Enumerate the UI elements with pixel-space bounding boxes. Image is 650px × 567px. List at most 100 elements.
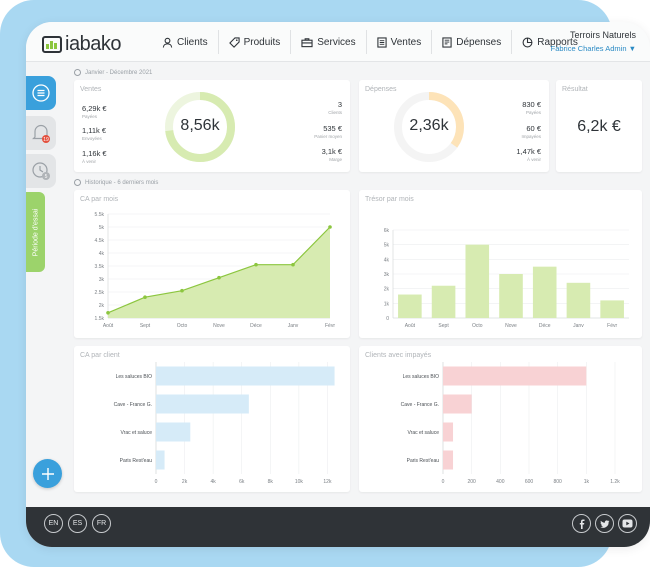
x-tick-label: 8k — [268, 479, 274, 485]
y-tick-label: 5.5k — [95, 212, 105, 218]
add-button[interactable] — [33, 459, 62, 488]
ventes-basket: 535 € Panier moyen — [314, 124, 342, 139]
org-info: Terroirs Naturels Fabrice Charles Admin … — [551, 30, 636, 53]
depenses-card[interactable]: Dépenses 2,36k 830 € Payées 60 € Impayées … — [359, 80, 549, 172]
y-tick-label: 0 — [386, 316, 389, 322]
y-tick-label: 3k — [384, 272, 390, 278]
ventes-clients: 3 Clients — [328, 100, 342, 115]
brand-name: iabako — [65, 33, 121, 55]
lang-fr[interactable]: FR — [92, 514, 111, 533]
y-tick-label: 1.5k — [95, 316, 105, 322]
x-tick-label: 1k — [584, 479, 590, 485]
data-point — [291, 262, 295, 267]
ventes-card[interactable]: Ventes 6,29k € Payées 1,11k € Envoyées 1,1… — [74, 80, 350, 172]
history-button[interactable]: 5 — [26, 154, 56, 188]
nav-ventes-label: Ventes — [390, 36, 422, 48]
nav-rapports-label: Rapports — [537, 36, 578, 48]
depenses-upcoming: 1,47k € À venir — [516, 147, 541, 162]
x-tick-label: 0 — [442, 479, 445, 485]
history-count: 5 — [45, 174, 48, 180]
x-tick-label: 800 — [553, 479, 562, 485]
x-tick-label: 10k — [295, 479, 304, 485]
x-tick-label: Sept — [140, 323, 151, 329]
plus-icon — [41, 467, 54, 480]
y-tick-label: 2k — [384, 287, 390, 293]
data-point — [217, 275, 221, 280]
y-tick-label: Les saluces BIO — [116, 374, 153, 380]
bar — [566, 282, 591, 318]
lang-en[interactable]: EN — [44, 514, 63, 533]
period-label: Janvier - Décembre 2021 — [74, 69, 152, 76]
logo[interactable]: iabako — [42, 33, 121, 56]
y-tick-label: 5k — [384, 243, 390, 249]
facebook-button[interactable] — [572, 514, 591, 533]
menu-icon — [32, 84, 50, 102]
ca-par-mois-chart: 1.5k 2k 2.5k 3k 3.5k 4k 4.5k 5k 5.5k Août Sept Octo… — [95, 212, 336, 329]
nav-produits[interactable]: Produits — [219, 30, 292, 54]
x-tick-label: Févr — [325, 323, 335, 329]
user-icon — [162, 37, 173, 48]
y-tick-label: 2.5k — [95, 290, 105, 296]
x-tick-label: Août — [405, 323, 416, 329]
menu-button[interactable] — [26, 76, 56, 110]
gear-icon — [74, 69, 81, 76]
x-tick-label: 12k — [323, 479, 332, 485]
nav-clients[interactable]: Clients — [152, 30, 219, 54]
youtube-button[interactable] — [618, 514, 637, 533]
x-tick-label: Nove — [213, 323, 225, 329]
y-tick-label: Vrac et saluce — [408, 430, 440, 436]
y-tick-label: 1k — [384, 301, 390, 307]
bar — [443, 422, 454, 442]
clock-icon: 5 — [32, 162, 50, 180]
bar — [156, 450, 165, 470]
facebook-icon — [579, 519, 584, 529]
bar — [443, 450, 454, 470]
notifications-button[interactable]: 19 — [26, 116, 56, 150]
x-tick-label: Août — [103, 323, 114, 329]
resultat-title: Résultat — [562, 86, 588, 93]
nav-services-label: Services — [317, 36, 356, 48]
area-fill — [108, 227, 330, 318]
y-tick-label: 2k — [99, 303, 105, 309]
x-tick-label: Janv — [573, 323, 584, 329]
tresor-par-mois-card[interactable]: Trésor par mois 0 1k 2k 3k 4k 5k 6k Août Sept Oct… — [359, 190, 642, 338]
x-tick-label: 6k — [239, 479, 245, 485]
receipt-icon — [376, 36, 387, 48]
lang-es[interactable]: ES — [68, 514, 87, 533]
nav-rapports[interactable]: Rapports — [512, 30, 588, 54]
app-window: iabako Clients Produits Services Ventes … — [26, 22, 650, 547]
twitter-button[interactable] — [595, 514, 614, 533]
ca-par-mois-title: CA par mois — [80, 196, 119, 203]
ca-par-mois-card[interactable]: CA par mois 1.5k 2k 2.5k 3k 3.5k 4k 4.5k 5k 5.5k… — [74, 190, 350, 338]
ca-par-client-title: CA par client — [80, 352, 120, 359]
history-label: Historique - 6 derniers mois — [74, 179, 158, 186]
bar — [443, 394, 472, 414]
bell-icon: 19 — [32, 124, 50, 143]
ca-par-client-card[interactable]: CA par client 02k4k6k8k10k12k14kLes salu… — [74, 346, 350, 492]
ventes-paid: 6,29k € Payées — [82, 104, 107, 119]
trial-period-tab[interactable]: Période d'essai — [26, 192, 45, 272]
nav-ventes[interactable]: Ventes — [367, 30, 433, 54]
y-tick-label: 5k — [99, 225, 105, 231]
y-tick-label: Vrac et saluce — [121, 430, 153, 436]
x-tick-label: Déce — [250, 323, 262, 329]
resultat-card[interactable]: Résultat 6,2k € — [556, 80, 642, 172]
data-point — [328, 225, 332, 229]
bar — [499, 274, 523, 318]
resultat-value: 6,2k € — [577, 118, 621, 135]
clients-impayes-card[interactable]: Clients avec impayés 0 200 400 600 800 1k 1.2k… — [359, 346, 642, 492]
nav-produits-label: Produits — [243, 36, 281, 48]
ventes-margin: 3,1k € Marge — [321, 147, 342, 162]
youtube-icon — [622, 519, 633, 528]
x-tick-label: 400 — [496, 479, 505, 485]
depenses-total: 2,36k — [409, 117, 449, 134]
y-tick-label: 4k — [99, 251, 105, 257]
user-menu[interactable]: Fabrice Charles Admin ▼ — [550, 44, 636, 53]
nav-depenses[interactable]: Dépenses — [432, 30, 513, 54]
x-tick-label: Nove — [505, 323, 517, 329]
depenses-ring-arc — [394, 92, 464, 162]
bar — [156, 422, 191, 442]
x-tick-label: 0 — [155, 479, 158, 485]
nav-services[interactable]: Services — [291, 30, 367, 54]
